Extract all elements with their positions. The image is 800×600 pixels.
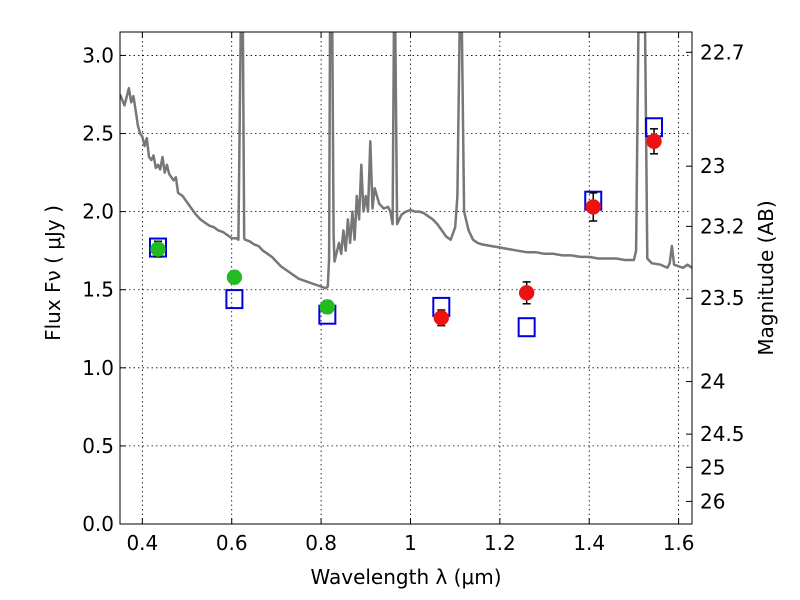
x-tick-label: 0.8 bbox=[305, 531, 337, 555]
plot-frame bbox=[119, 31, 693, 525]
model-square-marker bbox=[225, 289, 244, 310]
y2-tick-label: 24 bbox=[700, 370, 725, 394]
x-axis-label: Wavelength λ (μm) bbox=[310, 565, 501, 589]
observed-point-marker bbox=[319, 299, 336, 315]
x-tick-label: 0.4 bbox=[126, 531, 158, 555]
y2-tick-label: 24.5 bbox=[700, 422, 745, 446]
y-axis-label: Flux Fν ( μJy ) bbox=[41, 205, 65, 341]
observed-point-marker bbox=[585, 199, 601, 215]
y2-tick-label: 23.2 bbox=[700, 214, 745, 238]
y2-tick-label: 23 bbox=[700, 154, 725, 178]
y-tick-label: 0.5 bbox=[82, 434, 114, 458]
data-points bbox=[148, 117, 664, 338]
observed-point-marker bbox=[150, 241, 166, 257]
model-square-marker bbox=[517, 317, 536, 338]
y2-axis-label: Magnitude (AB) bbox=[754, 200, 778, 355]
observed-point-marker bbox=[226, 269, 243, 285]
grid-lines bbox=[120, 32, 692, 525]
observed-point-marker bbox=[518, 285, 535, 301]
observed-point-marker bbox=[433, 310, 450, 326]
y2-tick-label: 22.7 bbox=[700, 40, 745, 64]
spectrum-path bbox=[120, 32, 692, 290]
y-tick-label: 0.0 bbox=[82, 512, 114, 536]
y-tick-label: 1.0 bbox=[82, 356, 114, 380]
x-tick-label: 1 bbox=[404, 531, 417, 555]
x-tick-label: 1.6 bbox=[663, 531, 695, 555]
y-tick-label: 3.0 bbox=[82, 43, 114, 67]
axis-ticks: 0.4 0.6 0.8 1 1.2 1.4 1.6 0.0 0.5 1.0 1.5 2.0 2.5 3.0… bbox=[82, 32, 745, 555]
observed-point-marker bbox=[646, 133, 662, 150]
model-spectrum-line bbox=[120, 32, 692, 290]
y-tick-label: 1.5 bbox=[82, 278, 114, 302]
x-tick-label: 1.4 bbox=[573, 531, 605, 555]
x-tick-label: 1.2 bbox=[484, 531, 516, 555]
y2-tick-label: 25 bbox=[700, 455, 725, 479]
y-tick-label: 2.5 bbox=[82, 122, 114, 146]
x-tick-label: 0.6 bbox=[216, 531, 248, 555]
y2-tick-label: 23.5 bbox=[700, 286, 745, 310]
y2-tick-label: 26 bbox=[700, 489, 725, 513]
y-tick-label: 2.0 bbox=[82, 200, 114, 224]
